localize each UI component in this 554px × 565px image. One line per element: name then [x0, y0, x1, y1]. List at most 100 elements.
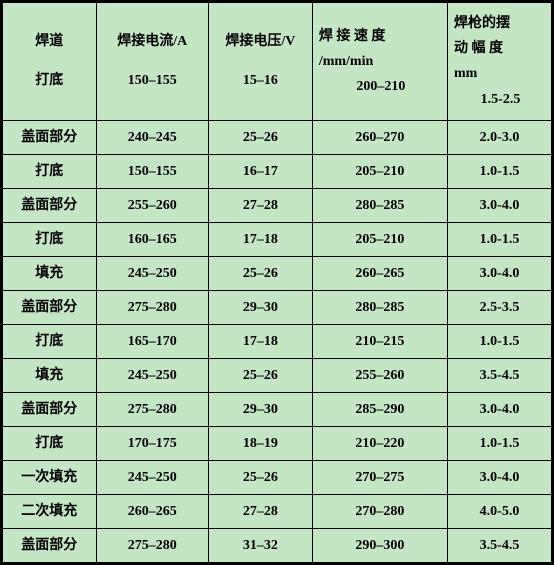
cell-current: 165–170	[96, 324, 208, 358]
cell-current: 150–155	[96, 154, 208, 188]
cell-speed: 285–290	[312, 392, 447, 426]
cell-voltage: 31–32	[208, 528, 312, 562]
cell-speed: 280–285	[312, 188, 447, 222]
cell-speed: 255–260	[312, 358, 447, 392]
welding-params-table: 焊道 打底 焊接电流/A 150–155 焊接电压/V 15–16 焊 接 速 …	[2, 2, 552, 563]
cell-swing: 1.0-1.5	[447, 222, 551, 256]
cell-current: 245–250	[96, 256, 208, 290]
cell-speed: 210–215	[312, 324, 447, 358]
cell-pass: 打底	[3, 222, 97, 256]
cell-swing: 3.5-4.5	[447, 358, 551, 392]
table-row: 一次填充 245–250 25–26 270–275 3.0-4.0	[3, 460, 552, 494]
table-row: 二次填充 260–265 27–28 270–280 4.0-5.0	[3, 494, 552, 528]
table-row: 打底 150–155 16–17 205–210 1.0-1.5	[3, 154, 552, 188]
cell-current: 275–280	[96, 290, 208, 324]
col-header-pass: 焊道 打底	[3, 3, 97, 121]
cell-pass: 一次填充	[3, 460, 97, 494]
cell-speed: 205–210	[312, 222, 447, 256]
table-row: 填充 245–250 25–26 260–265 3.0-4.0	[3, 256, 552, 290]
col-header-swing-l3: mm	[454, 61, 547, 86]
cell-voltage: 25–26	[208, 256, 312, 290]
cell-voltage: 17–18	[208, 324, 312, 358]
cell-pass: 打底	[3, 324, 97, 358]
col-header-swing: 焊枪的摆 动 幅 度 mm 1.5-2.5	[447, 3, 551, 121]
cell-pass: 二次填充	[3, 494, 97, 528]
col-header-swing-l2: 动 幅 度	[454, 36, 547, 61]
cell-voltage: 29–30	[208, 392, 312, 426]
cell-voltage: 25–26	[208, 460, 312, 494]
cell-swing: 1.0-1.5	[447, 154, 551, 188]
cell-speed: 270–280	[312, 494, 447, 528]
cell-swing: 4.0-5.0	[447, 494, 551, 528]
col-header-pass-label: 焊道	[7, 31, 92, 52]
cell-swing: 3.5-4.5	[447, 528, 551, 562]
col-header-speed-l1: 焊 接 速 度	[319, 24, 443, 49]
cell-pass: 盖面部分	[3, 290, 97, 324]
cell-voltage: 29–30	[208, 290, 312, 324]
table-header: 焊道 打底 焊接电流/A 150–155 焊接电压/V 15–16 焊 接 速 …	[3, 3, 552, 121]
cell-current: 245–250	[96, 460, 208, 494]
cell-pass: 填充	[3, 256, 97, 290]
cell-pass: 盖面部分	[3, 528, 97, 562]
cell-voltage: 27–28	[208, 494, 312, 528]
first-row-voltage: 15–16	[213, 70, 308, 91]
cell-pass: 填充	[3, 358, 97, 392]
first-row-current: 150–155	[101, 70, 204, 91]
table-header-row: 焊道 打底 焊接电流/A 150–155 焊接电压/V 15–16 焊 接 速 …	[3, 3, 552, 121]
cell-swing: 2.5-3.5	[447, 290, 551, 324]
table-row: 盖面部分 255–260 27–28 280–285 3.0-4.0	[3, 188, 552, 222]
table-row: 打底 170–175 18–19 210–220 1.0-1.5	[3, 426, 552, 460]
cell-current: 275–280	[96, 392, 208, 426]
cell-voltage: 25–26	[208, 358, 312, 392]
cell-swing: 3.0-4.0	[447, 460, 551, 494]
cell-speed: 270–275	[312, 460, 447, 494]
table-row: 盖面部分 275–280 29–30 280–285 2.5-3.5	[3, 290, 552, 324]
col-header-voltage: 焊接电压/V 15–16	[208, 3, 312, 121]
cell-current: 240–245	[96, 120, 208, 154]
table-row: 盖面部分 275–280 31–32 290–300 3.5-4.5	[3, 528, 552, 562]
cell-current: 275–280	[96, 528, 208, 562]
first-row-speed: 200–210	[319, 74, 443, 99]
cell-voltage: 17–18	[208, 222, 312, 256]
cell-pass: 打底	[3, 154, 97, 188]
cell-swing: 2.0-3.0	[447, 120, 551, 154]
cell-speed: 260–265	[312, 256, 447, 290]
cell-swing: 1.0-1.5	[447, 324, 551, 358]
table-row: 盖面部分 275–280 29–30 285–290 3.0-4.0	[3, 392, 552, 426]
cell-current: 160–165	[96, 222, 208, 256]
cell-current: 245–250	[96, 358, 208, 392]
cell-speed: 280–285	[312, 290, 447, 324]
table-row: 填充 245–250 25–26 255–260 3.5-4.5	[3, 358, 552, 392]
cell-current: 260–265	[96, 494, 208, 528]
cell-current: 170–175	[96, 426, 208, 460]
cell-voltage: 27–28	[208, 188, 312, 222]
cell-pass: 盖面部分	[3, 188, 97, 222]
col-header-current-label: 焊接电流/A	[101, 31, 204, 52]
cell-voltage: 16–17	[208, 154, 312, 188]
cell-voltage: 25–26	[208, 120, 312, 154]
cell-swing: 3.0-4.0	[447, 392, 551, 426]
cell-voltage: 18–19	[208, 426, 312, 460]
first-row-pass: 打底	[7, 70, 92, 91]
cell-swing: 3.0-4.0	[447, 256, 551, 290]
cell-speed: 205–210	[312, 154, 447, 188]
cell-speed: 260–270	[312, 120, 447, 154]
first-row-swing: 1.5-2.5	[454, 87, 547, 112]
cell-pass: 盖面部分	[3, 120, 97, 154]
table-body: 盖面部分 240–245 25–26 260–270 2.0-3.0 打底 15…	[3, 120, 552, 562]
table-row: 盖面部分 240–245 25–26 260–270 2.0-3.0	[3, 120, 552, 154]
cell-swing: 1.0-1.5	[447, 426, 551, 460]
table-row: 打底 160–165 17–18 205–210 1.0-1.5	[3, 222, 552, 256]
cell-speed: 210–220	[312, 426, 447, 460]
cell-pass: 盖面部分	[3, 392, 97, 426]
cell-current: 255–260	[96, 188, 208, 222]
cell-swing: 3.0-4.0	[447, 188, 551, 222]
cell-speed: 290–300	[312, 528, 447, 562]
table-row: 打底 165–170 17–18 210–215 1.0-1.5	[3, 324, 552, 358]
col-header-current: 焊接电流/A 150–155	[96, 3, 208, 121]
col-header-voltage-label: 焊接电压/V	[213, 31, 308, 52]
col-header-speed: 焊 接 速 度 /mm/min 200–210	[312, 3, 447, 121]
col-header-swing-l1: 焊枪的摆	[454, 11, 547, 36]
col-header-speed-l2: /mm/min	[319, 49, 443, 74]
cell-pass: 打底	[3, 426, 97, 460]
